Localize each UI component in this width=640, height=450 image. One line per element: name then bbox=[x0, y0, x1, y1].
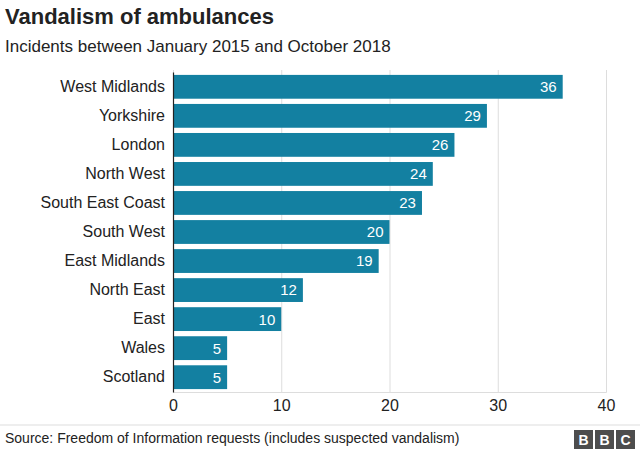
x-tick-label: 40 bbox=[598, 397, 616, 414]
grid-line bbox=[606, 70, 607, 392]
y-tick: South West bbox=[83, 223, 166, 240]
footer-rule bbox=[0, 425, 640, 426]
y-tick-label: West Midlands bbox=[60, 78, 165, 95]
bar bbox=[173, 307, 281, 331]
y-tick-label: North West bbox=[85, 165, 165, 182]
data-label: 20 bbox=[367, 223, 384, 240]
bar bbox=[173, 278, 303, 302]
x-tick: 30 bbox=[489, 70, 507, 414]
data-label: 23 bbox=[399, 194, 416, 211]
y-tick: Yorkshire bbox=[99, 107, 165, 124]
bar bbox=[173, 365, 227, 389]
x-tick-label: 30 bbox=[489, 397, 507, 414]
y-tick-label: East bbox=[133, 310, 166, 327]
grid-line bbox=[173, 70, 174, 392]
data-label: 26 bbox=[432, 136, 449, 153]
data-label: 10 bbox=[259, 311, 276, 328]
y-tick: London bbox=[112, 136, 165, 153]
bars bbox=[173, 75, 563, 389]
y-tick: North East bbox=[89, 281, 165, 298]
y-tick: South East Coast bbox=[40, 194, 165, 211]
bar bbox=[173, 104, 487, 128]
y-tick-label: Scotland bbox=[103, 368, 165, 385]
grid-line bbox=[498, 70, 499, 392]
y-tick: Wales bbox=[121, 339, 165, 356]
subtitle: Incidents between January 2015 and Octob… bbox=[5, 37, 391, 56]
data-label: 24 bbox=[410, 165, 427, 182]
logo-text: BBC bbox=[578, 432, 630, 448]
x-tick-label: 20 bbox=[381, 397, 399, 414]
x-tick-label: 10 bbox=[273, 397, 291, 414]
logo: BBC bbox=[574, 430, 635, 449]
bar bbox=[173, 336, 227, 360]
bar bbox=[173, 75, 563, 99]
y-tick: North West bbox=[85, 165, 165, 182]
data-label: 29 bbox=[464, 107, 481, 124]
data-label: 5 bbox=[213, 340, 221, 357]
y-tick-label: East Midlands bbox=[65, 252, 166, 269]
y-tick: East bbox=[133, 310, 166, 327]
y-tick-label: South West bbox=[83, 223, 166, 240]
data-label: 5 bbox=[213, 369, 221, 386]
data-label: 19 bbox=[356, 252, 373, 269]
bar bbox=[173, 133, 454, 157]
y-tick: West Midlands bbox=[60, 78, 165, 95]
logo-box bbox=[595, 430, 614, 449]
x-tick-label: 0 bbox=[169, 397, 178, 414]
logo-box bbox=[574, 430, 593, 449]
chart: Vandalism of ambulances Incidents between… bbox=[0, 0, 640, 450]
x-tick: 40 bbox=[598, 70, 616, 414]
y-tick: Scotland bbox=[103, 368, 165, 385]
bar bbox=[173, 249, 379, 273]
y-axis-line bbox=[173, 73, 174, 393]
bar bbox=[173, 162, 433, 186]
y-tick-label: North East bbox=[89, 281, 165, 298]
source: Source: Freedom of Information requests … bbox=[5, 430, 459, 446]
bar bbox=[173, 191, 422, 215]
y-axis: West Midlands Yorkshire London North West So… bbox=[40, 73, 173, 393]
y-tick-label: Yorkshire bbox=[99, 107, 165, 124]
y-tick-label: South East Coast bbox=[40, 194, 165, 211]
y-tick: East Midlands bbox=[65, 252, 166, 269]
y-tick-label: Wales bbox=[121, 339, 165, 356]
data-label: 12 bbox=[280, 281, 297, 298]
x-axis: 0 10 20 30 40 bbox=[169, 70, 615, 414]
data-labels: 36 29 26 24 23 20 19 1210 5 5 bbox=[213, 78, 557, 385]
y-tick-label: London bbox=[112, 136, 165, 153]
bar bbox=[173, 220, 390, 244]
title: Vandalism of ambulances bbox=[5, 4, 274, 29]
logo-box bbox=[616, 430, 635, 449]
data-label: 36 bbox=[540, 78, 557, 95]
x-axis-line bbox=[174, 70, 607, 393]
